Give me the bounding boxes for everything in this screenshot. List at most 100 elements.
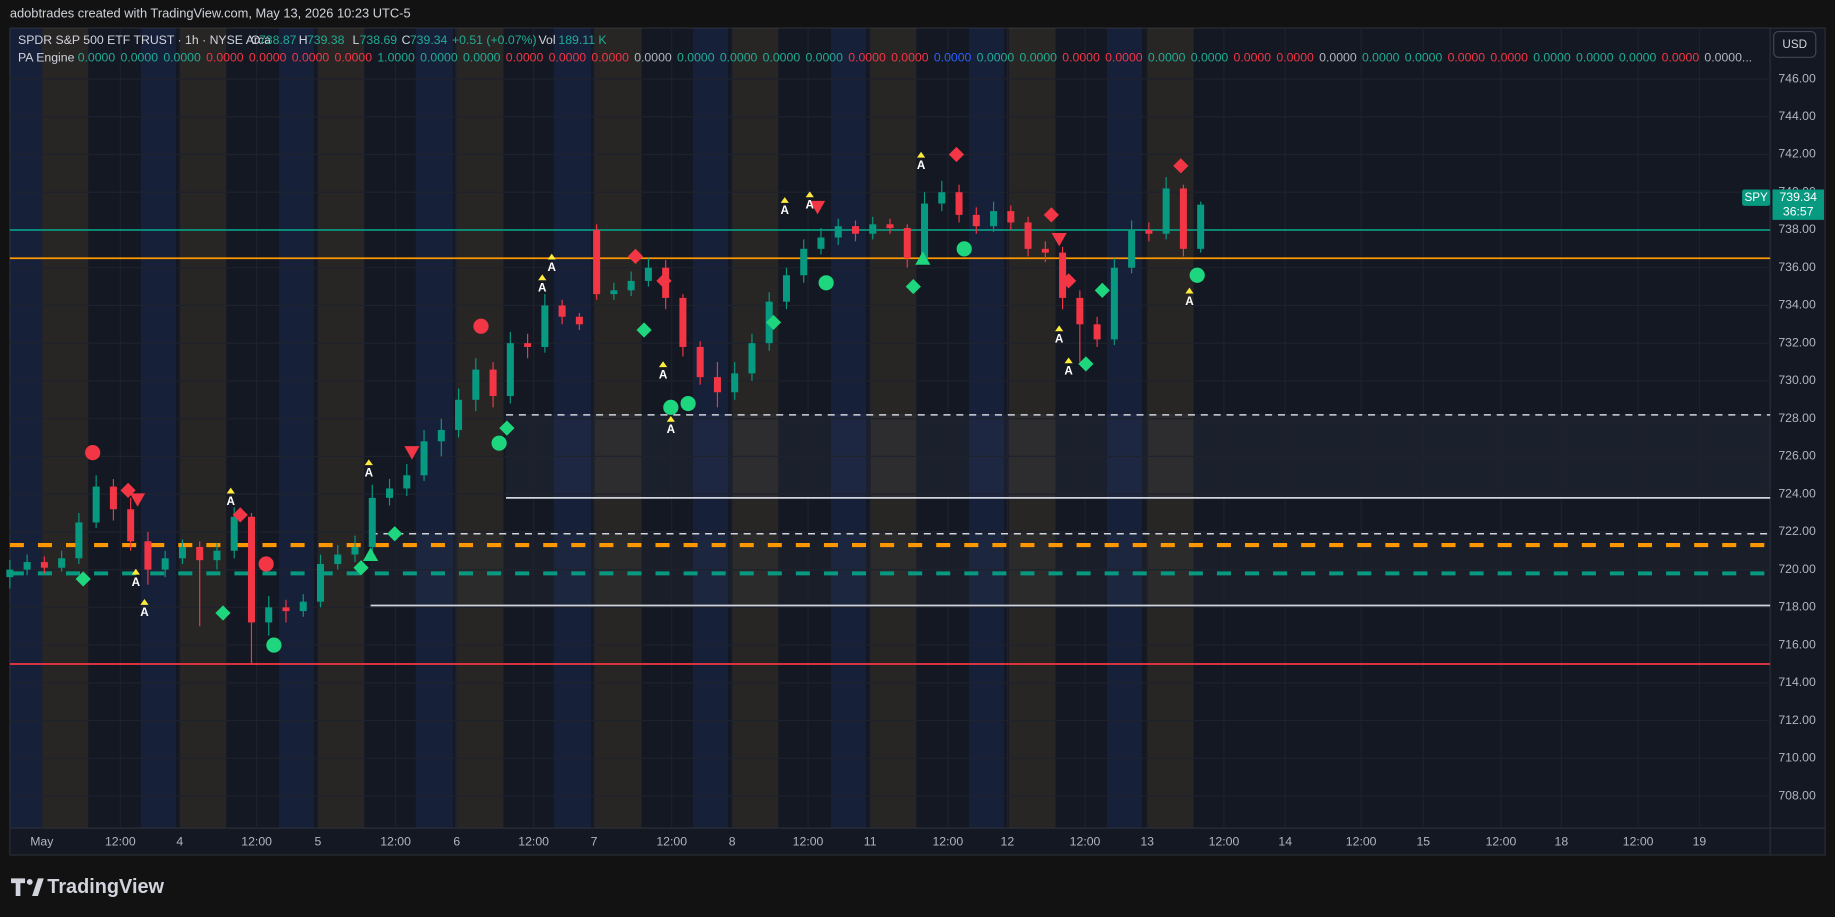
y-tick-label: 708.00 (1778, 788, 1816, 802)
indicator-value: 0.0000 (891, 51, 929, 65)
signal-diamond (1094, 282, 1110, 298)
x-tick-label: 19 (1693, 834, 1707, 848)
symbol-title: SPDR S&P 500 ETF TRUST · 1h · NYSE Arca (18, 33, 271, 47)
indicator-name: PA Engine (18, 51, 75, 65)
indicator-value: 0.0000 (78, 51, 116, 65)
legend-value: 738.69 (360, 33, 398, 47)
legend-value: 738.87 (259, 33, 297, 47)
indicator-value: 0.0000 (805, 51, 843, 65)
legend-label: Vol (539, 33, 556, 47)
candle-body (40, 562, 48, 568)
signal-circle (473, 318, 489, 334)
candle-body (1145, 229, 1153, 234)
candle-body (558, 305, 566, 317)
candle-body (972, 214, 980, 227)
annotation-marker (1185, 287, 1194, 294)
price-tag (1772, 189, 1824, 220)
candle-body (955, 192, 963, 215)
legend-change: +0.51 (+0.07%) (452, 33, 537, 47)
candle-body (1041, 248, 1049, 253)
candle-body (437, 429, 445, 442)
candle-body (247, 516, 255, 623)
candle-body (593, 229, 601, 295)
annotation-label: A (1055, 332, 1064, 345)
candle-body (1162, 188, 1170, 234)
indicator-value: 0.0000 (206, 51, 244, 65)
signal-diamond (765, 314, 782, 331)
signal-circle (85, 445, 101, 461)
signal-triangle-up (362, 547, 379, 561)
candle-body (990, 211, 998, 227)
annotation-label: A (659, 368, 668, 381)
indicator-value: 0.0000 (634, 51, 672, 65)
candle-body (6, 569, 14, 578)
y-tick-label: 730.00 (1778, 373, 1816, 387)
signal-diamond (1078, 356, 1094, 372)
x-tick-label: 12:00 (518, 834, 549, 848)
y-tick-label: 734.00 (1778, 298, 1816, 312)
indicator-value: 0.0000 (1319, 51, 1357, 65)
signal-circle (680, 395, 696, 412)
candle-body (127, 509, 135, 542)
y-tick-label: 746.00 (1778, 71, 1816, 85)
annotation-label: A (140, 606, 149, 619)
indicator-value: 0.0000 (420, 51, 458, 65)
indicator-value: 0.0000 (163, 51, 201, 65)
x-tick-label: 7 (591, 834, 598, 848)
annotation-label: A (806, 199, 815, 212)
annotation-label: A (538, 282, 547, 295)
signal-circle (258, 556, 274, 572)
candle-body (334, 554, 342, 564)
y-tick-label: 718.00 (1778, 600, 1816, 614)
candle-body (506, 343, 514, 397)
y-tick-label: 714.00 (1778, 675, 1816, 689)
y-tick-label: 728.00 (1778, 411, 1816, 425)
legend-label: C (402, 33, 411, 47)
candle-body (196, 546, 204, 561)
candle-body (299, 601, 307, 612)
legend-value: 189.11 K (558, 33, 607, 47)
candle-body (575, 316, 583, 325)
indicator-value: 0.0000 (763, 51, 801, 65)
candle-body (489, 369, 497, 397)
indicator-value: 0.0000 (249, 51, 287, 65)
indicator-value: 0.0000 (1191, 51, 1229, 65)
currency-button[interactable] (1773, 30, 1817, 58)
candle-body (420, 441, 428, 476)
annotation-marker (666, 415, 675, 422)
y-tick-label: 726.00 (1778, 449, 1816, 463)
candle-body (696, 346, 704, 378)
signal-triangle-down (129, 493, 146, 507)
indicator-value: 1.0000 (377, 51, 415, 65)
x-tick-label: 4 (176, 834, 183, 848)
x-tick-label: 12:00 (241, 834, 272, 848)
signal-circle (1189, 267, 1205, 283)
indicator-value: 0.0000 (1362, 51, 1400, 65)
candle-body (1197, 204, 1205, 249)
annotation-label: A (781, 204, 790, 217)
annotation-marker (538, 274, 547, 281)
indicator-value: 0.0000 (1405, 51, 1443, 65)
x-tick-label: 12:00 (793, 834, 824, 848)
signal-diamond (215, 605, 231, 621)
candle-body (282, 607, 290, 612)
signal-triangle-down (1051, 232, 1067, 247)
candle-body (472, 369, 480, 400)
annotation-marker (140, 598, 149, 605)
indicator-value: 0.0000 (1662, 51, 1700, 65)
annotation-marker (364, 459, 373, 466)
candle-body (1179, 188, 1187, 249)
signal-circle (956, 241, 972, 257)
annotation-label: A (667, 423, 676, 436)
x-tick-label: 12:00 (932, 834, 963, 848)
signal-diamond (627, 248, 644, 264)
annotation-marker (780, 197, 789, 203)
indicator-value: 0.0000 (1062, 51, 1100, 65)
currency-label[interactable]: USD (1782, 38, 1807, 51)
legend-label: H (299, 33, 308, 47)
candle-body (731, 373, 739, 393)
indicator-value: 0.0000 (1533, 51, 1571, 65)
annotation-marker (131, 568, 140, 575)
